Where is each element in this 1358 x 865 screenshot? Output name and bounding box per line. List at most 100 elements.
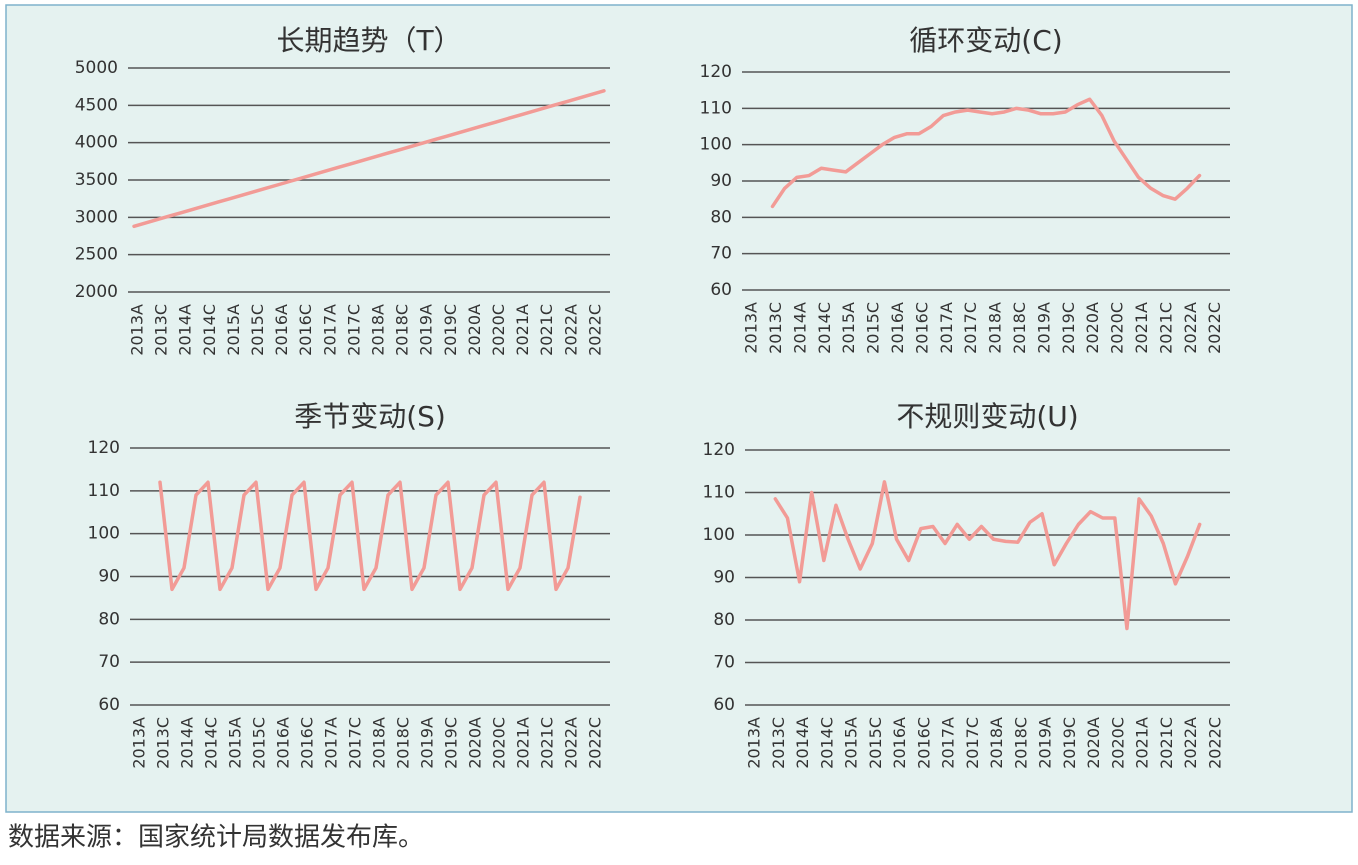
x-tick-label: 2017A <box>939 717 958 769</box>
y-tick-label: 110 <box>88 481 120 501</box>
x-tick-label: 2016A <box>888 302 907 354</box>
x-tick-label: 2016C <box>296 304 315 356</box>
x-tick-label: 2015C <box>866 717 885 769</box>
x-tick-label: 2020C <box>490 717 509 769</box>
x-tick-label: 2014A <box>178 717 197 769</box>
data-line <box>773 480 1202 631</box>
x-tick-label: 2021C <box>538 717 557 769</box>
x-tick-label: 2020C <box>1108 717 1127 769</box>
x-tick-label: 2015A <box>842 717 861 769</box>
x-tick-label: 2020C <box>489 304 508 356</box>
y-tick-label: 70 <box>98 652 120 672</box>
x-tick-label: 2018A <box>987 717 1006 769</box>
x-tick-label: 2020C <box>1108 302 1127 354</box>
y-tick-label: 100 <box>88 524 120 544</box>
x-tick-label: 2022A <box>1181 717 1200 769</box>
x-tick-label: 2013A <box>130 717 149 769</box>
y-tick-label: 5000 <box>75 58 118 78</box>
data-line <box>770 97 1202 209</box>
x-tick-label: 2015C <box>864 302 883 354</box>
y-tick-label: 60 <box>98 695 120 715</box>
x-tick-label: 2020A <box>1083 302 1102 354</box>
x-tick-label: 2022A <box>561 304 580 356</box>
x-tick-label: 2022C <box>586 717 605 769</box>
x-tick-label: 2018C <box>393 304 412 356</box>
y-tick-label: 100 <box>700 135 732 155</box>
y-tick-label: 2000 <box>75 282 118 302</box>
x-tick-label: 2015A <box>224 304 243 356</box>
x-tick-label: 2018A <box>986 302 1005 354</box>
x-tick-label: 2014C <box>817 717 836 769</box>
y-tick-label: 4500 <box>75 95 118 115</box>
chart-title: 长期趋势（T） <box>276 24 461 57</box>
x-tick-label: 2017A <box>937 302 956 354</box>
x-tick-label: 2014A <box>790 302 809 354</box>
chart-title: 循环变动(C) <box>909 24 1062 57</box>
y-tick-label: 4000 <box>75 133 118 153</box>
x-tick-label: 2020A <box>1084 717 1103 769</box>
x-tick-label: 2015C <box>248 304 267 356</box>
x-tick-label: 2021A <box>1133 717 1152 769</box>
x-tick-label: 2021A <box>513 304 532 356</box>
y-tick-label: 110 <box>703 483 735 503</box>
x-tick-label: 2013C <box>769 717 788 769</box>
x-tick-label: 2015A <box>226 717 245 769</box>
x-tick-label: 2016C <box>912 302 931 354</box>
x-tick-label: 2022C <box>1205 717 1224 769</box>
x-tick-label: 2021A <box>514 717 533 769</box>
x-tick-label: 2018C <box>1011 717 1030 769</box>
x-tick-label: 2020A <box>465 304 484 356</box>
x-tick-label: 2018A <box>369 304 388 356</box>
x-tick-label: 2021A <box>1132 302 1151 354</box>
y-tick-label: 2500 <box>75 245 118 265</box>
y-tick-label: 60 <box>710 280 732 300</box>
x-tick-label: 2019A <box>417 304 436 356</box>
x-tick-label: 2017A <box>322 717 341 769</box>
source-note: 数据来源：国家统计局数据发布库。 <box>8 823 424 853</box>
x-tick-label: 2022A <box>562 717 581 769</box>
x-tick-label: 2016A <box>272 304 291 356</box>
x-tick-label: 2017C <box>344 304 363 356</box>
x-tick-label: 2021C <box>1156 302 1175 354</box>
x-tick-label: 2021C <box>1157 717 1176 769</box>
x-tick-label: 2017A <box>320 304 339 356</box>
y-tick-label: 120 <box>703 440 735 460</box>
y-tick-label: 90 <box>98 567 120 587</box>
x-tick-label: 2013C <box>766 302 785 354</box>
x-tick-label: 2017C <box>963 717 982 769</box>
y-tick-label: 90 <box>710 171 732 191</box>
x-tick-label: 2019C <box>1060 717 1079 769</box>
x-tick-label: 2014A <box>793 717 812 769</box>
x-tick-label: 2014A <box>176 304 195 356</box>
y-tick-label: 120 <box>88 438 120 458</box>
y-tick-label: 110 <box>700 98 732 118</box>
x-tick-label: 2013A <box>742 302 761 354</box>
x-tick-label: 2013C <box>152 304 171 356</box>
x-tick-label: 2017C <box>961 302 980 354</box>
x-tick-label: 2016A <box>274 717 293 769</box>
y-tick-label: 70 <box>710 244 732 264</box>
x-tick-label: 2022A <box>1181 302 1200 354</box>
y-tick-label: 3000 <box>75 207 118 227</box>
x-tick-label: 2013A <box>128 304 147 356</box>
x-tick-label: 2022C <box>585 304 604 356</box>
y-tick-label: 70 <box>713 653 735 673</box>
x-tick-label: 2013C <box>154 717 173 769</box>
chart-title: 不规则变动(U) <box>896 400 1078 433</box>
x-tick-label: 2016A <box>890 717 909 769</box>
x-tick-label: 2018C <box>1010 302 1029 354</box>
x-tick-label: 2016C <box>914 717 933 769</box>
x-tick-label: 2013A <box>745 717 764 769</box>
x-tick-label: 2016C <box>298 717 317 769</box>
x-tick-label: 2015C <box>250 717 269 769</box>
y-tick-label: 120 <box>700 62 732 82</box>
x-tick-label: 2015A <box>839 302 858 354</box>
x-tick-label: 2019C <box>441 304 460 356</box>
x-tick-label: 2019A <box>418 717 437 769</box>
panel <box>5 4 1353 813</box>
y-tick-label: 3500 <box>75 170 118 190</box>
data-line <box>158 480 582 592</box>
x-tick-label: 2021C <box>537 304 556 356</box>
chart-title: 季节变动(S) <box>294 400 446 433</box>
